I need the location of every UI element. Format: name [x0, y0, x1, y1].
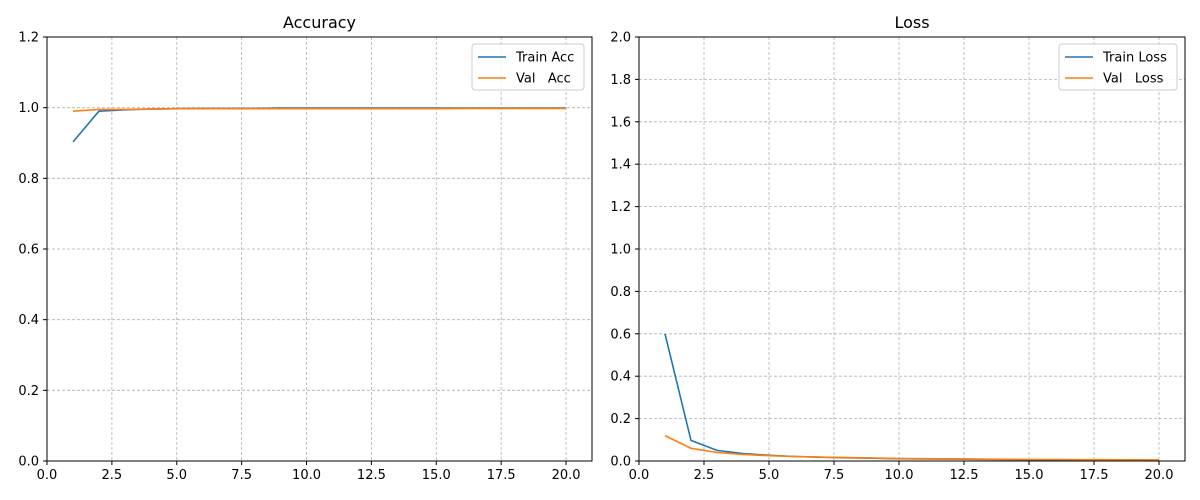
x-tick-label: 7.5 — [824, 468, 845, 483]
chart-title: Accuracy — [283, 13, 356, 32]
x-tick-label: 15.0 — [1015, 468, 1044, 483]
legend: Train Loss Val Loss — [1058, 43, 1178, 91]
accuracy-chart: Accuracy 0.0 2.5 5.0 7.5 10.0 12.5 15.0 17.5 20.… — [18, 13, 593, 483]
y-tick-label: 1.6 — [610, 115, 631, 130]
legend-label: Train Loss — [1102, 51, 1167, 66]
x-tick-label: 20.0 — [552, 468, 581, 483]
x-tick-label: 17.5 — [487, 468, 516, 483]
chart-title: Loss — [894, 13, 929, 32]
x-tick-label: 7.5 — [231, 468, 252, 483]
y-tick-label: 0.6 — [18, 243, 39, 258]
y-tick-label: 0.0 — [18, 455, 39, 470]
grid — [46, 36, 592, 462]
x-tick-label: 20.0 — [1145, 468, 1174, 483]
y-tick-label: 0.2 — [18, 384, 39, 399]
x-tick-label: 2.5 — [694, 468, 715, 483]
x-tick-label: 15.0 — [422, 468, 451, 483]
y-tick-label: 0.4 — [610, 370, 631, 385]
x-tick-label: 10.0 — [292, 468, 321, 483]
series-line-train — [72, 107, 566, 143]
x-tick-label: 10.0 — [885, 468, 914, 483]
y-tick-label: 1.2 — [610, 200, 631, 215]
loss-chart: Loss 0.0 2.5 5.0 7.5 10.0 12.5 15.0 17.5 20.0 0.0… — [610, 13, 1186, 483]
x-tick-label: 2.5 — [102, 468, 123, 483]
series-line-val — [664, 434, 1159, 461]
x-tick-label: 12.5 — [357, 468, 386, 483]
x-tick-label: 17.5 — [1080, 468, 1109, 483]
y-tick-label: 1.0 — [18, 101, 39, 116]
y-tick-label: 0.8 — [18, 172, 39, 187]
x-tick-label: 5.0 — [759, 468, 780, 483]
legend-label: Val Acc — [516, 72, 571, 87]
y-tick-label: 1.4 — [610, 158, 631, 173]
x-tick-label: 0.0 — [37, 468, 58, 483]
y-tick-label: 0.4 — [18, 313, 39, 328]
x-tick-label: 0.0 — [629, 468, 650, 483]
legend-label: Train Acc — [515, 51, 574, 66]
series-line-val — [72, 107, 566, 112]
series-line-train — [664, 333, 1160, 461]
legend-label: Val Loss — [1103, 72, 1164, 87]
y-tick-label: 2.0 — [610, 31, 631, 46]
x-tick-label: 12.5 — [950, 468, 979, 483]
grid — [638, 36, 1185, 462]
legend: Train Acc Val Acc — [471, 43, 585, 91]
y-tick-label: 0.8 — [610, 285, 631, 300]
y-tick-label: 0.0 — [610, 455, 631, 470]
y-tick-label: 0.2 — [610, 412, 631, 427]
y-tick-label: 1.2 — [18, 31, 39, 46]
y-tick-label: 1.8 — [610, 73, 631, 88]
x-tick-label: 5.0 — [166, 468, 187, 483]
y-tick-label: 0.6 — [610, 327, 631, 342]
y-tick-label: 1.0 — [610, 243, 631, 258]
